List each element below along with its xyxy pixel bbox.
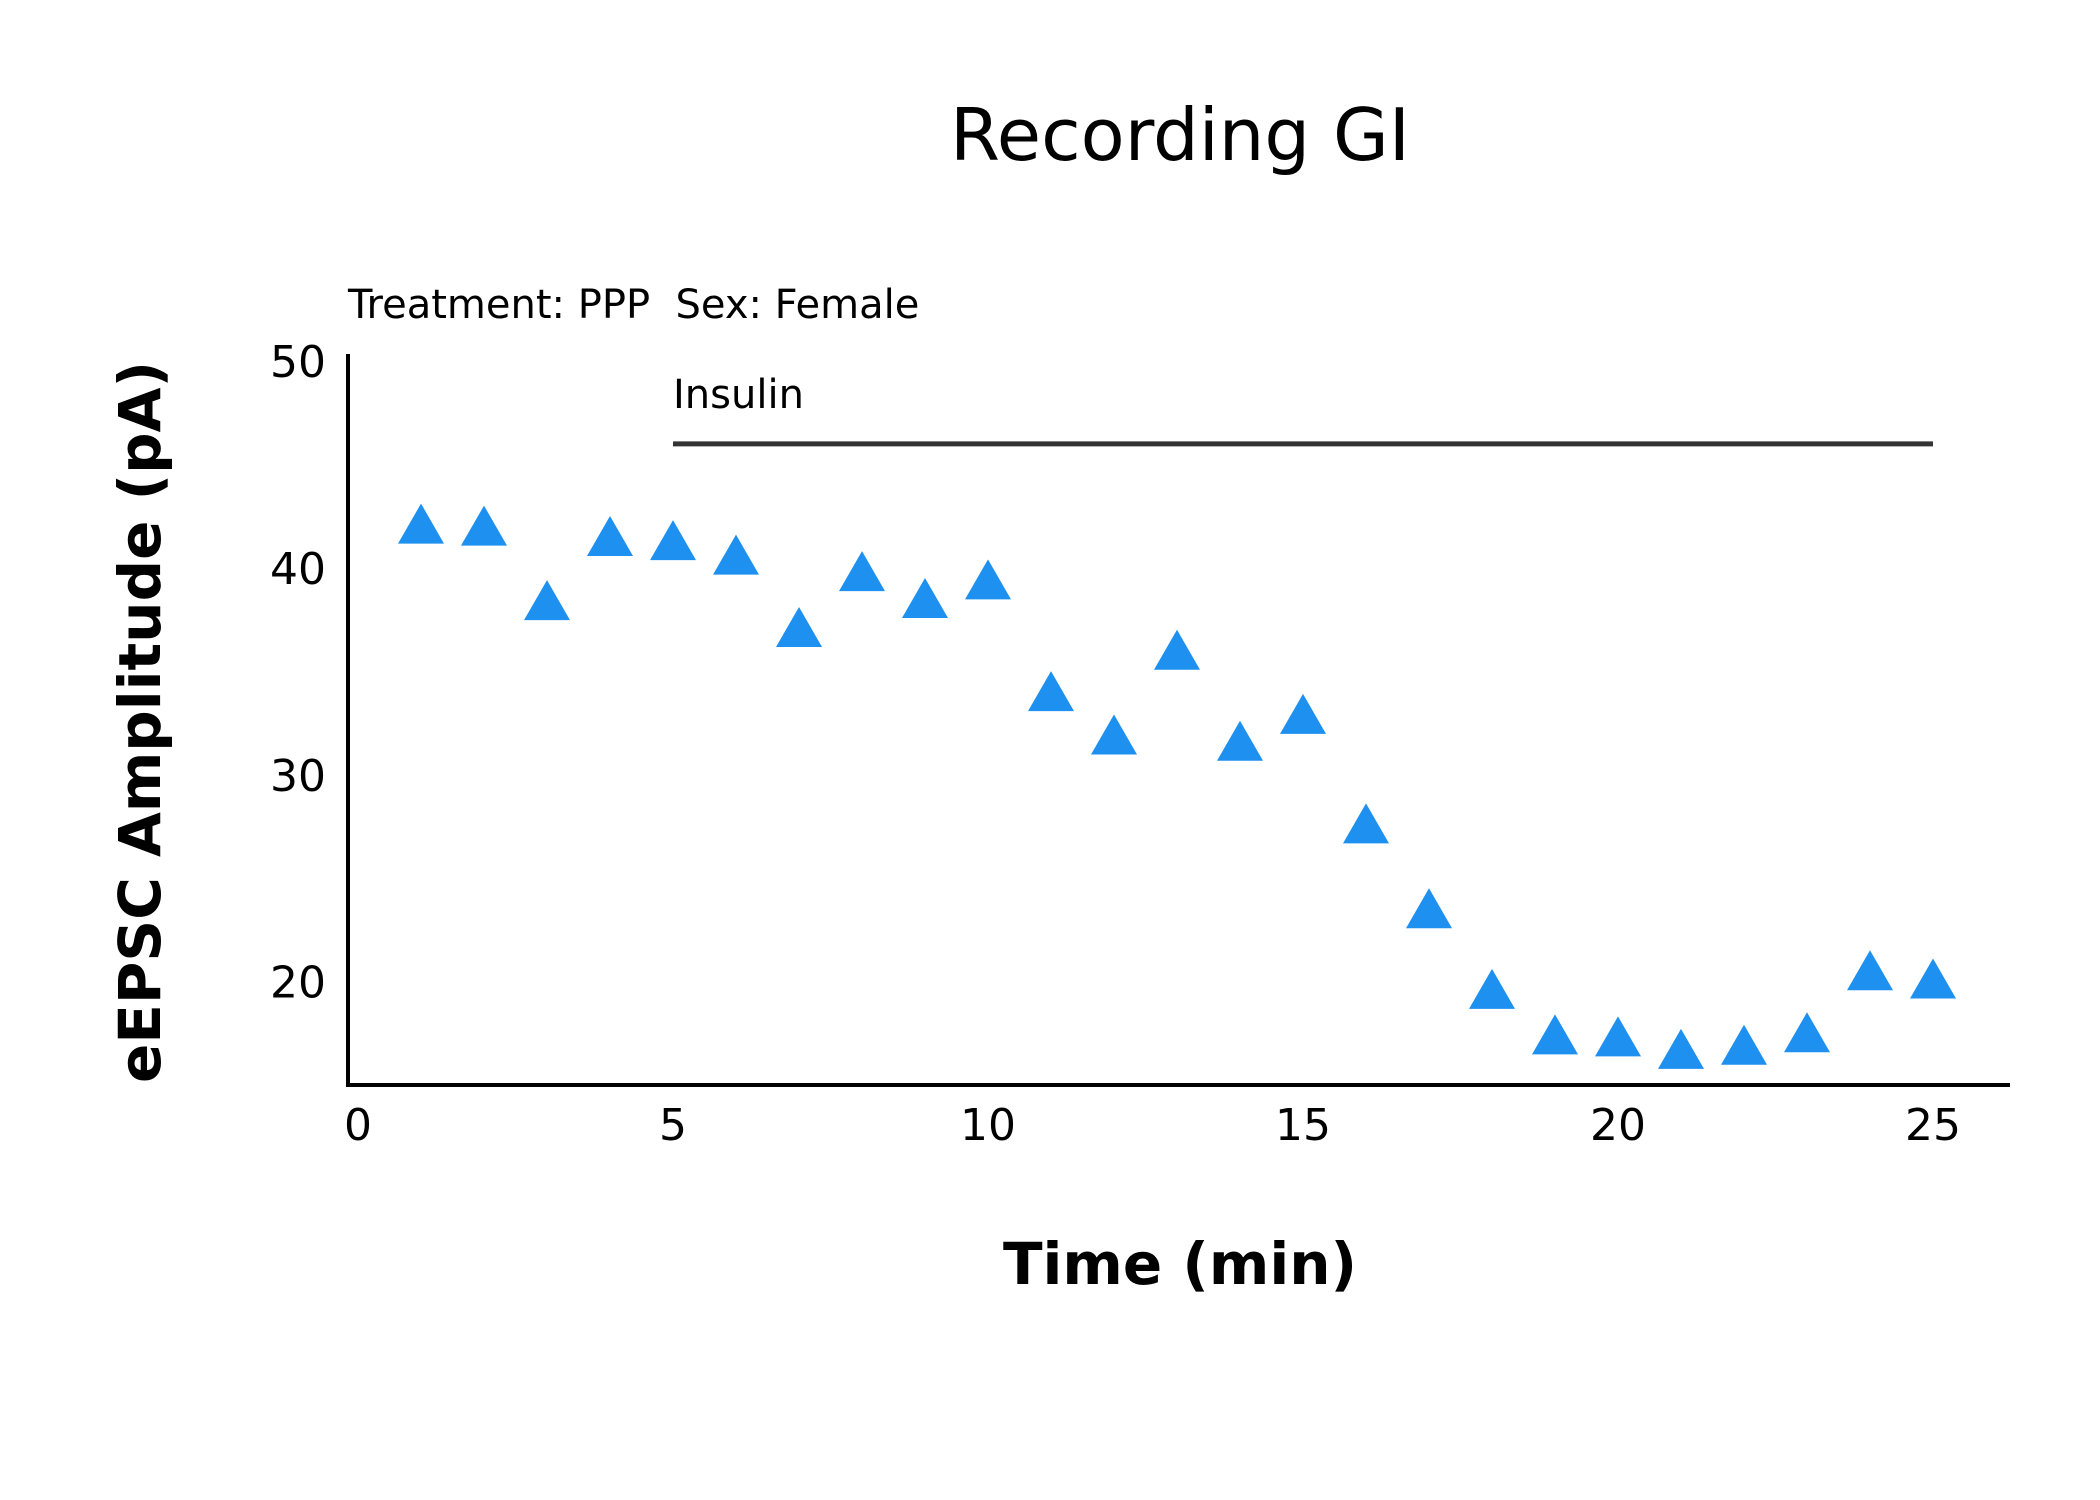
y-tick-label: 40 [270,544,326,595]
insulin-label: Insulin [673,372,804,418]
data-point [1091,714,1137,755]
data-point [776,606,822,647]
x-axis-label: Time (min) [1003,1230,1357,1298]
x-tick-label: 20 [1590,1100,1646,1151]
data-point [1910,958,1956,999]
insulin-annotation: Insulin [673,372,1933,447]
data-point [1784,1012,1830,1053]
chart-subtitle: Treatment: PPP Sex: Female [347,282,919,328]
x-tick-label: 10 [960,1100,1016,1151]
data-point [965,559,1011,600]
x-tick-label: 5 [659,1100,687,1151]
data-point [1658,1028,1704,1069]
data-point [902,578,948,619]
data-points [398,503,1956,1069]
data-point [650,520,696,561]
data-point [398,503,444,544]
data-point [1406,888,1452,929]
data-point [1217,720,1263,761]
data-point [1028,671,1074,712]
y-tick-labels: 20 30 40 50 [270,337,326,1008]
y-axis-label: eEPSC Amplitude (pA) [106,361,174,1083]
chart-title: Recording GI [950,93,1410,177]
data-point [1595,1016,1641,1057]
x-tick-label: 0 [344,1100,372,1151]
data-point [713,534,759,575]
y-tick-label: 50 [270,337,326,388]
y-tick-label: 20 [270,958,326,1009]
data-point [839,551,885,592]
x-tick-label: 25 [1905,1100,1961,1151]
data-point [1154,629,1200,670]
data-point [524,580,570,621]
data-point [1847,950,1893,991]
data-point [1280,693,1326,734]
x-tick-label: 15 [1275,1100,1331,1151]
data-point [587,515,633,556]
x-tick-labels: 0 5 10 15 20 25 [344,1100,1961,1151]
data-point [1721,1024,1767,1065]
data-point [461,505,507,546]
data-point [1532,1014,1578,1055]
data-point [1469,968,1515,1009]
data-point [1343,803,1389,844]
y-tick-label: 30 [270,751,326,802]
